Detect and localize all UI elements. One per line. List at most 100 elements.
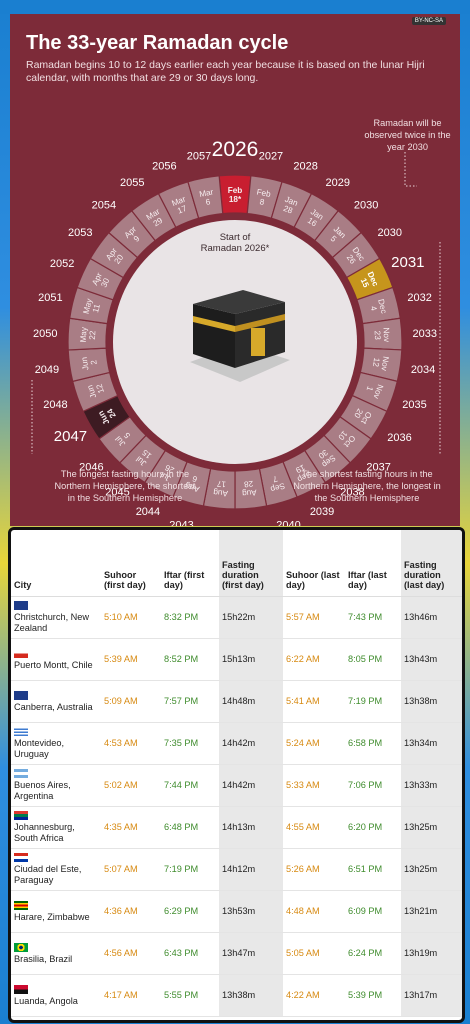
wheel-year-label: 2035 [402, 399, 426, 411]
argentina-flag-icon [14, 769, 28, 778]
paraguay-flag-icon [14, 853, 28, 862]
wheel-date-label: Mar6 [199, 187, 217, 207]
city-name: Luanda, Angola [14, 995, 78, 1006]
iftar-first-cell: 7:44 PM [161, 764, 219, 807]
table-row: Buenos Aires, Argentina 5:02 AM 7:44 PM 14h… [11, 764, 462, 807]
duration-first-cell: 13h53m [219, 890, 283, 933]
center-label: Start of Ramadan 2026* [201, 232, 270, 254]
duration-first-cell: 14h48m [219, 680, 283, 723]
license-badge: BY-NC-SA [411, 17, 446, 25]
suhoor-first-cell: 4:53 AM [101, 722, 161, 765]
suhoor-first-cell: 4:35 AM [101, 806, 161, 849]
wheel-date-label: Jul26 [159, 462, 177, 483]
wheel-year-label: 2045 [105, 486, 129, 498]
wheel-date-label: Jun12 [85, 380, 106, 399]
annotation-longest-fasting: The longest fasting hours in the Norther… [54, 469, 196, 503]
wheel-year-label: 2034 [411, 364, 435, 376]
table-row: Johannesburg, South Africa 4:35 AM 6:48 PM… [11, 806, 462, 849]
suhoor-last-cell: 5:33 AM [283, 764, 345, 807]
fasting-times-table: City Suhoor (first day) Iftar (first day… [11, 530, 462, 1017]
col-iftar-first: Iftar (first day) [161, 530, 219, 597]
wheel-date-label: Aug17 [212, 479, 229, 498]
duration-first-cell: 14h42m [219, 764, 283, 807]
suhoor-first-cell: 4:36 AM [101, 890, 161, 933]
wheel-year-label: 2048 [43, 399, 67, 411]
iftar-last-cell: 7:06 PM [345, 764, 401, 807]
iftar-last-cell: 6:51 PM [345, 848, 401, 891]
wheel-year-label: 2044 [136, 506, 160, 518]
duration-last-cell: 13h43m [401, 638, 462, 681]
suhoor-last-cell: 5:05 AM [283, 932, 345, 975]
city-cell: Buenos Aires, Argentina [11, 764, 101, 807]
wheel-year-label: 2031 [391, 254, 424, 271]
wheel-date-label: Feb 18* [228, 186, 243, 204]
city-name: Christchurch, New Zealand [14, 612, 90, 633]
iftar-last-cell: 6:09 PM [345, 890, 401, 933]
city-cell: Johannesburg, South Africa [11, 806, 101, 849]
table-row: Christchurch, New Zealand 5:10 AM 8:32 PM 1… [11, 596, 462, 639]
duration-first-cell: 14h13m [219, 806, 283, 849]
southafrica-flag-icon [14, 811, 28, 820]
wheel-date-label: Nov1 [363, 380, 385, 401]
chile-flag-icon [14, 648, 28, 658]
col-iftar-last: Iftar (last day) [345, 530, 401, 597]
iftar-last-cell: 7:19 PM [345, 680, 401, 723]
duration-last-cell: 13h34m [401, 722, 462, 765]
wheel-date-label: Jun24 [96, 405, 119, 427]
iftar-last-cell: 7:43 PM [345, 596, 401, 639]
duration-last-cell: 13h38m [401, 680, 462, 723]
iftar-first-cell: 7:35 PM [161, 722, 219, 765]
suhoor-first-cell: 5:10 AM [101, 596, 161, 639]
suhoor-last-cell: 4:48 AM [283, 890, 345, 933]
table-row: Ciudad del Este, Paraguay 5:07 AM 7:19 PM 1… [11, 848, 462, 891]
wheel-date-label: Apr30 [90, 271, 112, 290]
table-header-row: City Suhoor (first day) Iftar (first day… [11, 530, 462, 597]
city-cell: Ciudad del Este, Paraguay [11, 848, 101, 891]
wheel-date-label: May11 [82, 297, 103, 317]
wheel-year-label: 2050 [33, 328, 57, 340]
city-cell: Christchurch, New Zealand [11, 596, 101, 639]
wheel-date-label: Nov12 [370, 354, 390, 372]
wheel-year-label: 2046 [79, 461, 103, 473]
wheel-year-label: 2030 [378, 227, 402, 239]
city-name: Johannesburg, South Africa [14, 822, 75, 843]
ramadan-cycle-wheel: Feb 18*2026Feb82027Jan282028Jan162029Jan5… [31, 138, 441, 526]
wheel-year-label: 2026 [212, 138, 259, 161]
ramadan-cycle-poster: BY-NC-SA The 33-year Ramadan cycle Ramad… [10, 14, 460, 526]
city-cell: Puerto Montt, Chile [11, 638, 101, 681]
duration-first-cell: 13h47m [219, 932, 283, 975]
col-city: City [11, 530, 101, 597]
iftar-last-cell: 6:20 PM [345, 806, 401, 849]
iftar-last-cell: 6:58 PM [345, 722, 401, 765]
iftar-last-cell: 5:39 PM [345, 974, 401, 1017]
wheel-year-label: 2029 [325, 177, 349, 189]
wheel-year-label: 2047 [54, 428, 87, 445]
city-name: Brasilia, Brazil [14, 953, 73, 964]
angola-flag-icon [14, 984, 28, 994]
iftar-last-cell: 8:05 PM [345, 638, 401, 681]
duration-last-cell: 13h25m [401, 848, 462, 891]
wheel-year-label: 2038 [340, 486, 364, 498]
duration-first-cell: 15h22m [219, 596, 283, 639]
wheel-date-label: Mar17 [170, 194, 190, 216]
iftar-first-cell: 6:29 PM [161, 890, 219, 933]
wheel-date-label: Sep7 [266, 472, 285, 494]
col-duration-last: Fasting duration (last day) [401, 530, 462, 597]
brazil-flag-icon [14, 942, 28, 952]
table-row: Harare, Zimbabwe 4:36 AM 6:29 PM 13h53m 4:48… [11, 890, 462, 933]
duration-first-cell: 14h12m [219, 848, 283, 891]
iftar-first-cell: 6:48 PM [161, 806, 219, 849]
suhoor-last-cell: 4:22 AM [283, 974, 345, 1017]
iftar-first-cell: 8:52 PM [161, 638, 219, 681]
col-duration-first: Fasting duration (first day) [219, 530, 283, 597]
city-cell: Harare, Zimbabwe [11, 890, 101, 933]
duration-last-cell: 13h19m [401, 932, 462, 975]
suhoor-last-cell: 5:26 AM [283, 848, 345, 891]
wheel-date-label: Oct20 [351, 405, 373, 426]
annotation-shortest-fasting: The shortest fasting hours in the Northe… [293, 469, 441, 503]
duration-first-cell: 13h38m [219, 974, 283, 1017]
city-name: Montevideo, Uruguay [14, 738, 65, 759]
col-suhoor-last: Suhoor (last day) [283, 530, 345, 597]
iftar-first-cell: 7:19 PM [161, 848, 219, 891]
annotation-2030: Ramadan will be observed twice in the ye… [364, 118, 451, 152]
